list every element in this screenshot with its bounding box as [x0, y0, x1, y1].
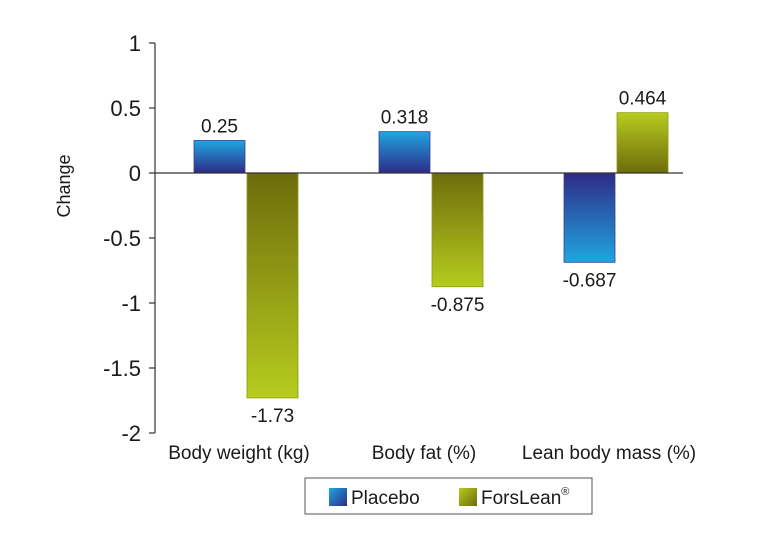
y-tick-label: 0	[129, 161, 141, 186]
legend-swatch-forslean	[459, 488, 477, 506]
category-label: Lean body mass (%)	[522, 443, 696, 464]
bar-placebo-1	[378, 131, 431, 174]
legend-label-forslean: ForsLean®	[481, 486, 569, 509]
y-tick-label: -2	[121, 421, 141, 446]
legend: Placebo ForsLean®	[304, 477, 593, 515]
bar-forslean-2	[616, 112, 669, 174]
bar-placebo-2	[563, 172, 616, 263]
legend-label-forslean-name: ForsLean	[481, 488, 561, 509]
bars	[193, 112, 669, 399]
value-label-forslean-0: -1.73	[251, 406, 294, 427]
category-label: Body fat (%)	[372, 443, 477, 464]
y-axis: 1 0.5 0 -0.5 -1 -1.5 -2	[103, 31, 156, 446]
value-label-placebo-1: 0.318	[381, 108, 429, 129]
value-label-forslean-1: -0.875	[431, 295, 485, 316]
y-tick-label: -1.5	[103, 356, 141, 381]
category-labels: Body weight (kg) Body fat (%) Lean body ma…	[168, 443, 696, 464]
value-label-placebo-2: -0.687	[563, 270, 617, 291]
y-tick-label: 0.5	[110, 96, 141, 121]
legend-registered-mark: ®	[561, 486, 569, 498]
category-label: Body weight (kg)	[168, 443, 310, 464]
y-tick-label: -0.5	[103, 226, 141, 251]
legend-label-placebo: Placebo	[351, 488, 420, 509]
value-label-placebo-0: 0.25	[201, 117, 238, 138]
value-labels: 0.25 -1.73 0.318 -0.875 -0.687 0.464	[201, 89, 667, 427]
y-tick-label: 1	[129, 31, 141, 56]
legend-frame	[304, 477, 593, 515]
y-axis-label: Change	[54, 154, 74, 217]
legend-swatch-placebo	[329, 488, 347, 506]
value-label-forslean-2: 0.464	[619, 89, 667, 110]
bar-forslean-1	[431, 172, 484, 288]
y-tick-label: -1	[121, 291, 141, 316]
bar-forslean-0	[246, 172, 299, 399]
bar-placebo-0	[193, 140, 246, 174]
